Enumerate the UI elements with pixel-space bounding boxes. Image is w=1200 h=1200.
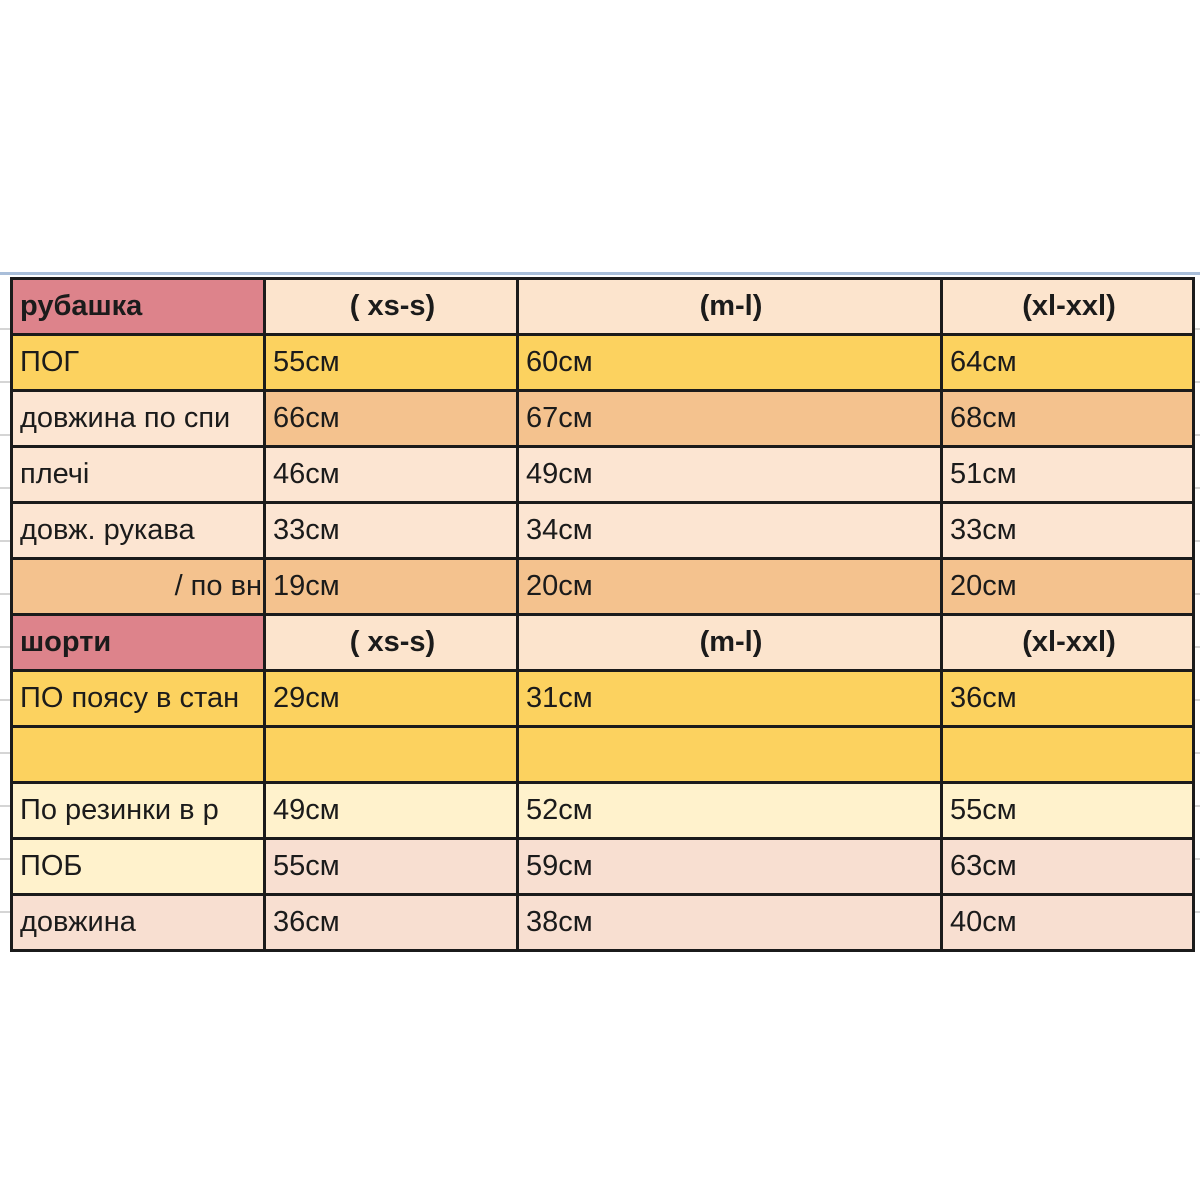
measurement-value-cell[interactable]: 36см [263,893,519,952]
measurement-value-cell[interactable]: 36см [940,669,1195,728]
table-row: плечі 46см 49см 51см [10,445,1195,504]
section-title-cell[interactable]: шорти [10,613,266,672]
measurement-value-cell[interactable]: 33см [940,501,1195,560]
table-row: рубашка( xs-s) (m-l) (xl-xxl) [10,277,1195,336]
size-column-header-cell[interactable]: ( xs-s) [263,277,519,336]
measurement-value-cell[interactable]: 66см [263,389,519,448]
measurement-value-cell[interactable]: 34см [516,501,943,560]
measurement-value-cell[interactable]: 40см [940,893,1195,952]
measurement-value-cell[interactable]: 55см [263,837,519,896]
measurement-value-cell[interactable]: 67см [516,389,943,448]
measurement-value-cell[interactable]: 33см [263,501,519,560]
measurement-value-cell[interactable]: 64см [940,333,1195,392]
measurement-value-cell[interactable]: 20см [516,557,943,616]
measurement-value-cell[interactable]: 68см [940,389,1195,448]
section-title-cell[interactable]: рубашка [10,277,266,336]
measurement-value-cell[interactable]: 63см [940,837,1195,896]
table-row: шорти( xs-s) (m-l) (xl-xxl) [10,613,1195,672]
measurement-value-cell[interactable]: 59см [516,837,943,896]
measurement-label-cell[interactable]: довж. рукава [10,501,266,560]
measurement-label-cell[interactable]: / по вн [10,557,266,616]
measurement-value-cell[interactable]: 38см [516,893,943,952]
measurement-value-cell[interactable]: 52см [516,781,943,840]
measurement-label-cell[interactable]: ПО поясу в стан [10,669,266,728]
size-column-header-cell[interactable]: (m-l) [516,613,943,672]
measurement-value-cell[interactable]: 46см [263,445,519,504]
measurement-value-cell[interactable]: 20см [940,557,1195,616]
measurement-label-cell[interactable]: довжина по спи [10,389,266,448]
measurement-value-cell[interactable]: 49см [263,781,519,840]
table-row: / по вн 19см 20см 20см [10,557,1195,616]
size-chart-table-body: рубашка( xs-s) (m-l) (xl-xxl) ПОГ 55см 60см 64… [10,277,1195,952]
measurement-value-cell[interactable]: 31см [516,669,943,728]
measurement-value-cell[interactable]: 19см [263,557,519,616]
measurement-label-cell[interactable]: ПОГ [10,333,266,392]
table-row: ПОГ 55см 60см 64см [10,333,1195,392]
size-column-header-cell[interactable]: (m-l) [516,277,943,336]
size-column-header-cell[interactable]: (xl-xxl) [940,613,1195,672]
table-row: ПО поясу в стан 29см 31см 36см [10,669,1195,728]
table-row: довжина по спи 66см 67см 68см [10,389,1195,448]
table-row: По резинки в р 49см 52см 55см [10,781,1195,840]
measurement-label-cell[interactable]: ПОБ [10,837,266,896]
measurement-value-cell[interactable]: 29см [263,669,519,728]
measurement-value-cell[interactable]: 60см [516,333,943,392]
table-row: довжина 36см 38см 40см [10,893,1195,952]
measurement-label-cell[interactable]: довжина [10,893,266,952]
size-column-header-cell[interactable]: ( xs-s) [263,613,519,672]
sheet-gridlines-left-margin [0,277,10,919]
sheet-top-rule [0,272,1200,275]
size-column-header-cell[interactable]: (xl-xxl) [940,277,1195,336]
measurement-label-cell[interactable] [10,725,266,784]
measurement-value-cell[interactable]: 49см [516,445,943,504]
measurement-value-cell[interactable]: 51см [940,445,1195,504]
table-row: довж. рукава 33см 34см 33см [10,501,1195,560]
measurement-label-cell[interactable]: плечі [10,445,266,504]
size-chart-table: рубашка( xs-s) (m-l) (xl-xxl) ПОГ 55см 60см 64… [10,277,1195,952]
measurement-value-cell[interactable] [940,725,1195,784]
measurement-value-cell[interactable]: 55см [263,333,519,392]
sheet-gridlines-right-margin [1192,277,1200,919]
measurement-value-cell[interactable] [263,725,519,784]
measurement-value-cell[interactable]: 55см [940,781,1195,840]
table-row: ПОБ 55см 59см 63см [10,837,1195,896]
measurement-value-cell[interactable] [516,725,943,784]
table-row [10,725,1195,784]
measurement-label-cell[interactable]: По резинки в р [10,781,266,840]
